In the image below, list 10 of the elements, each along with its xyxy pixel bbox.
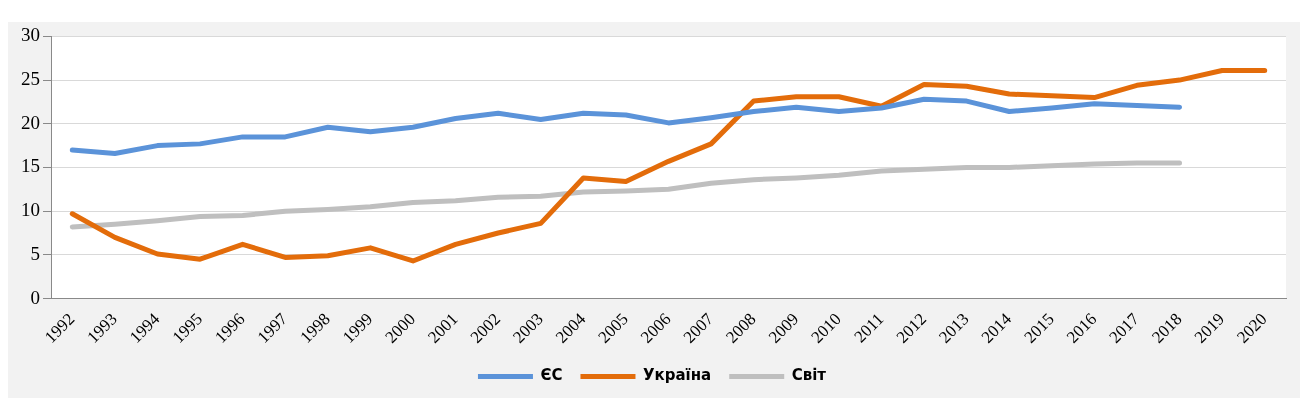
legend-label: ЄС — [540, 366, 563, 385]
y-tick-label: 25 — [21, 68, 40, 90]
y-tick-label: 10 — [21, 199, 40, 221]
legend-label: Україна — [642, 366, 712, 385]
y-tick-label: 15 — [21, 155, 40, 177]
y-tick-label: 20 — [21, 111, 40, 133]
legend-label: Світ — [791, 366, 827, 385]
y-tick-label: 0 — [30, 286, 40, 308]
y-tick-label: 5 — [30, 242, 40, 264]
y-tick-label: 30 — [21, 24, 40, 46]
